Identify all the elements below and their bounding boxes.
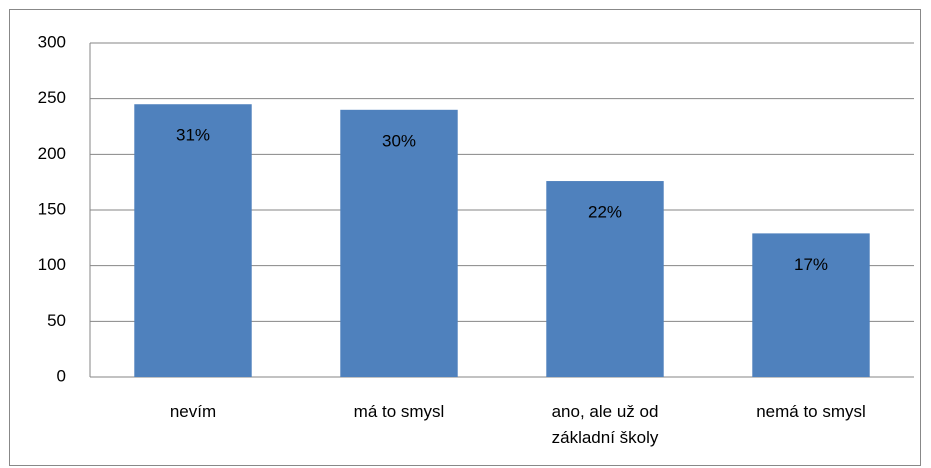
y-tick-label: 150	[38, 199, 66, 218]
x-tick-label: má to smysl	[353, 402, 445, 421]
data-label: 17%	[794, 255, 828, 274]
data-label: 22%	[588, 203, 622, 222]
y-tick-label: 50	[47, 311, 66, 330]
y-tick-label: 250	[38, 88, 66, 107]
bar	[752, 233, 870, 377]
chart-border	[9, 9, 921, 466]
y-tick-label: 300	[38, 32, 66, 51]
bar	[546, 181, 664, 377]
y-tick-label: 200	[38, 144, 66, 163]
x-tick-label: nemá to smysl	[756, 402, 866, 421]
data-label: 30%	[382, 131, 416, 150]
y-tick-label: 0	[57, 366, 66, 385]
bar	[340, 109, 458, 378]
x-tick-label: nevím	[169, 402, 217, 421]
bar	[134, 104, 252, 377]
x-tick-label: ano, ale už od základní školy	[551, 402, 659, 447]
y-tick-label: 100	[38, 255, 66, 274]
data-label: 31%	[176, 126, 210, 145]
